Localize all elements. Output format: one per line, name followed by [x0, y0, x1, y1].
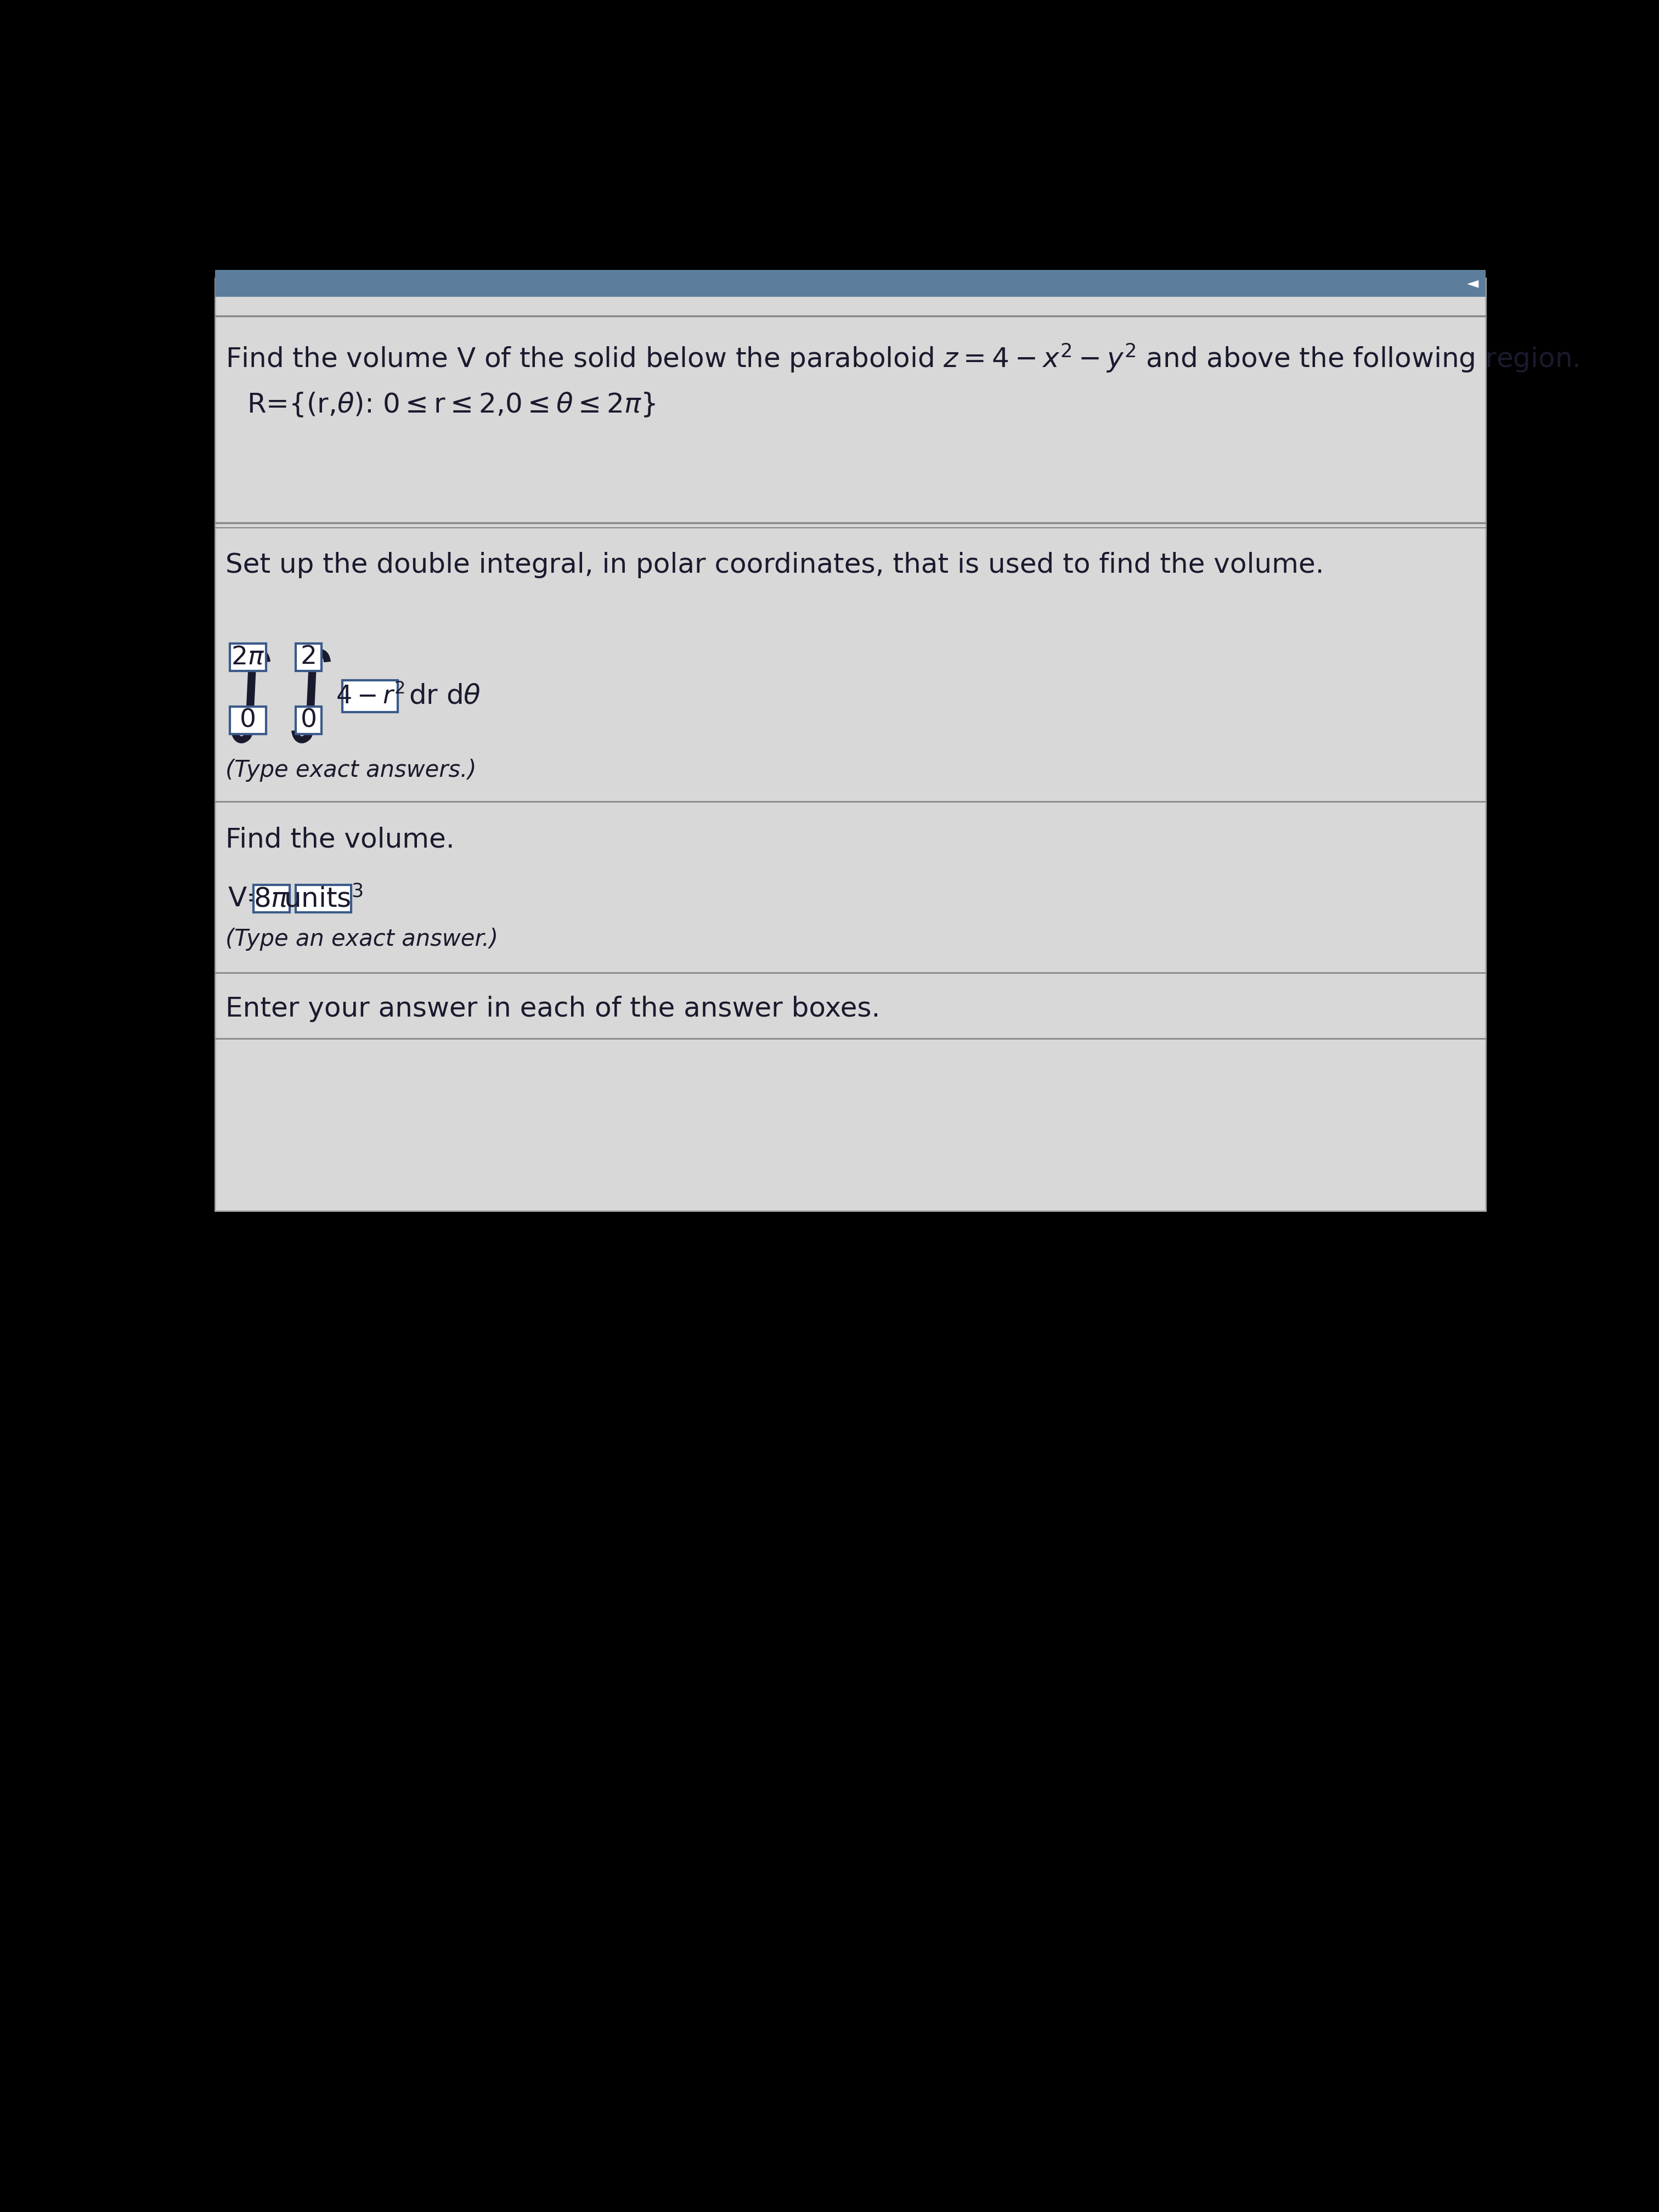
Text: V=: V= [227, 885, 269, 911]
FancyBboxPatch shape [342, 681, 398, 712]
Text: units$^{3}$: units$^{3}$ [284, 885, 363, 911]
FancyBboxPatch shape [231, 644, 265, 670]
Text: dr d$\theta$: dr d$\theta$ [408, 684, 481, 710]
Text: $\int$: $\int$ [285, 648, 332, 745]
Text: (Type exact answers.): (Type exact answers.) [226, 759, 476, 781]
FancyBboxPatch shape [295, 706, 322, 734]
FancyBboxPatch shape [216, 270, 1485, 296]
Text: 2: 2 [300, 644, 317, 670]
Text: $4-r^{2}$: $4-r^{2}$ [335, 684, 405, 708]
Text: Enter your answer in each of the answer boxes.: Enter your answer in each of the answer … [226, 995, 881, 1022]
FancyBboxPatch shape [216, 279, 1485, 1210]
Text: ◄: ◄ [1467, 276, 1478, 292]
Text: Find the volume V of the solid below the paraboloid $z=4-x^{2}-y^{2}$ and above : Find the volume V of the solid below the… [226, 343, 1579, 374]
Text: 0: 0 [241, 708, 255, 732]
Text: $8\pi$: $8\pi$ [254, 885, 289, 911]
Text: R={(r,$\theta$): 0$\leq$r$\leq$2,0$\leq\theta\leq$2$\pi$}: R={(r,$\theta$): 0$\leq$r$\leq$2,0$\leq\… [247, 392, 655, 418]
Text: $\int$: $\int$ [226, 648, 270, 745]
FancyBboxPatch shape [254, 885, 289, 914]
FancyBboxPatch shape [295, 644, 322, 670]
Text: Set up the double integral, in polar coordinates, that is used to find the volum: Set up the double integral, in polar coo… [226, 553, 1324, 577]
Text: 0: 0 [300, 708, 317, 732]
FancyBboxPatch shape [295, 885, 352, 914]
Text: (Type an exact answer.): (Type an exact answer.) [226, 927, 498, 951]
Text: $2\pi$: $2\pi$ [231, 644, 265, 670]
Text: Find the volume.: Find the volume. [226, 827, 455, 854]
FancyBboxPatch shape [231, 706, 265, 734]
